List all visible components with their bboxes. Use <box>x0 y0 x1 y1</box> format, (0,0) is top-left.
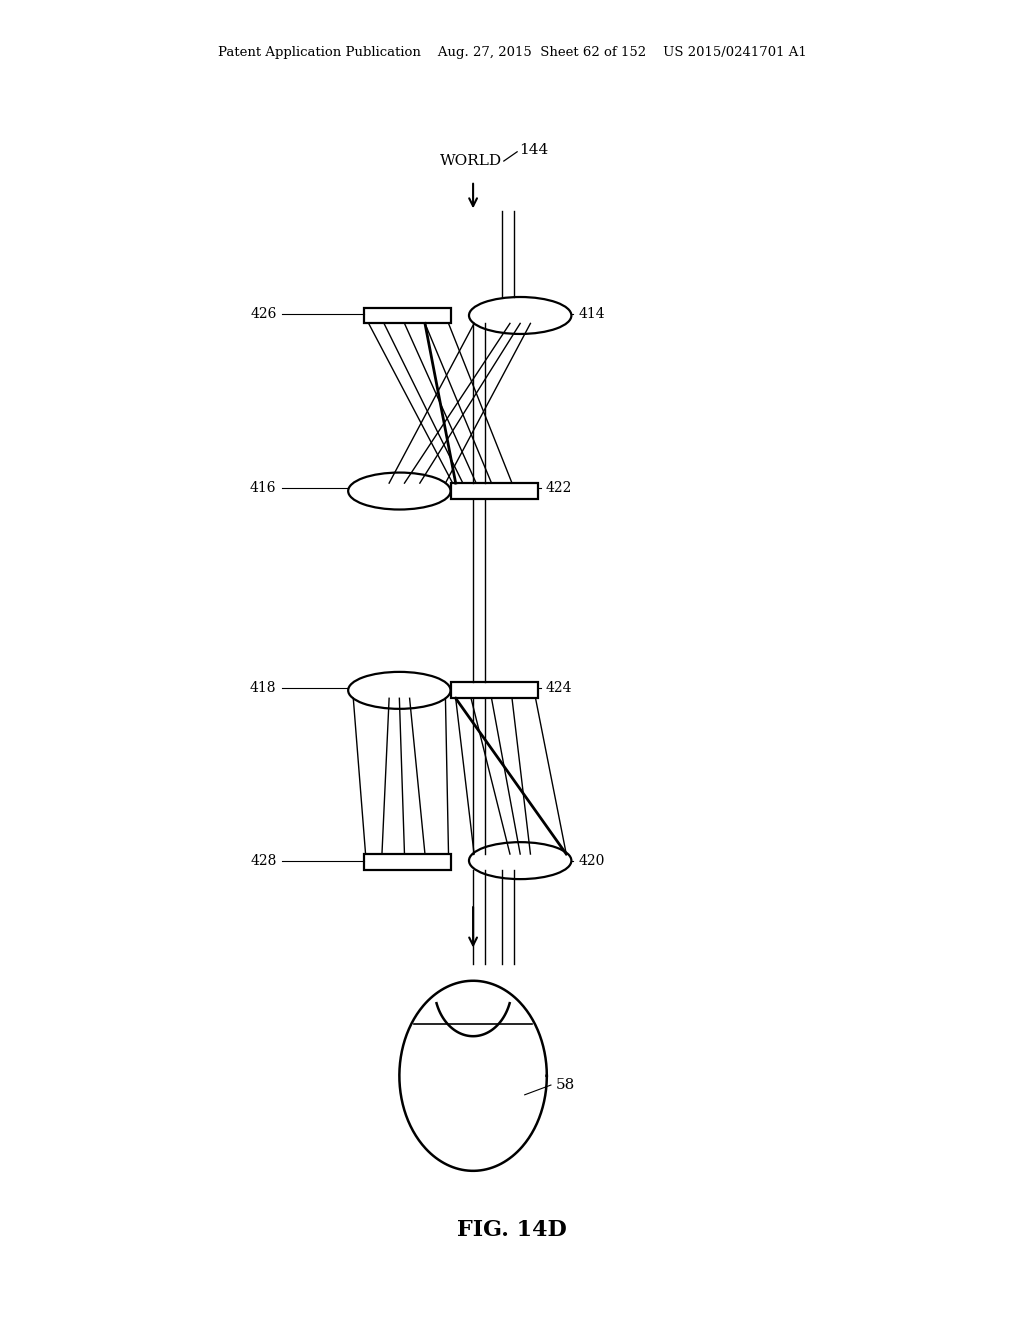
Text: 418: 418 <box>250 681 276 694</box>
Text: 416: 416 <box>250 482 276 495</box>
Text: 422: 422 <box>546 482 572 495</box>
Text: FIG. 14D: FIG. 14D <box>457 1220 567 1241</box>
Bar <box>364 854 451 870</box>
Bar <box>451 483 538 499</box>
Text: 424: 424 <box>546 681 572 694</box>
Bar <box>451 682 538 698</box>
Text: WORLD: WORLD <box>440 154 503 168</box>
Bar <box>364 308 451 323</box>
Text: 414: 414 <box>579 308 605 321</box>
Text: 420: 420 <box>579 854 605 867</box>
Text: 426: 426 <box>250 308 276 321</box>
Text: 144: 144 <box>519 144 549 157</box>
Text: Patent Application Publication    Aug. 27, 2015  Sheet 62 of 152    US 2015/0241: Patent Application Publication Aug. 27, … <box>218 46 806 59</box>
Text: 58: 58 <box>556 1078 575 1092</box>
Text: 428: 428 <box>250 854 276 867</box>
